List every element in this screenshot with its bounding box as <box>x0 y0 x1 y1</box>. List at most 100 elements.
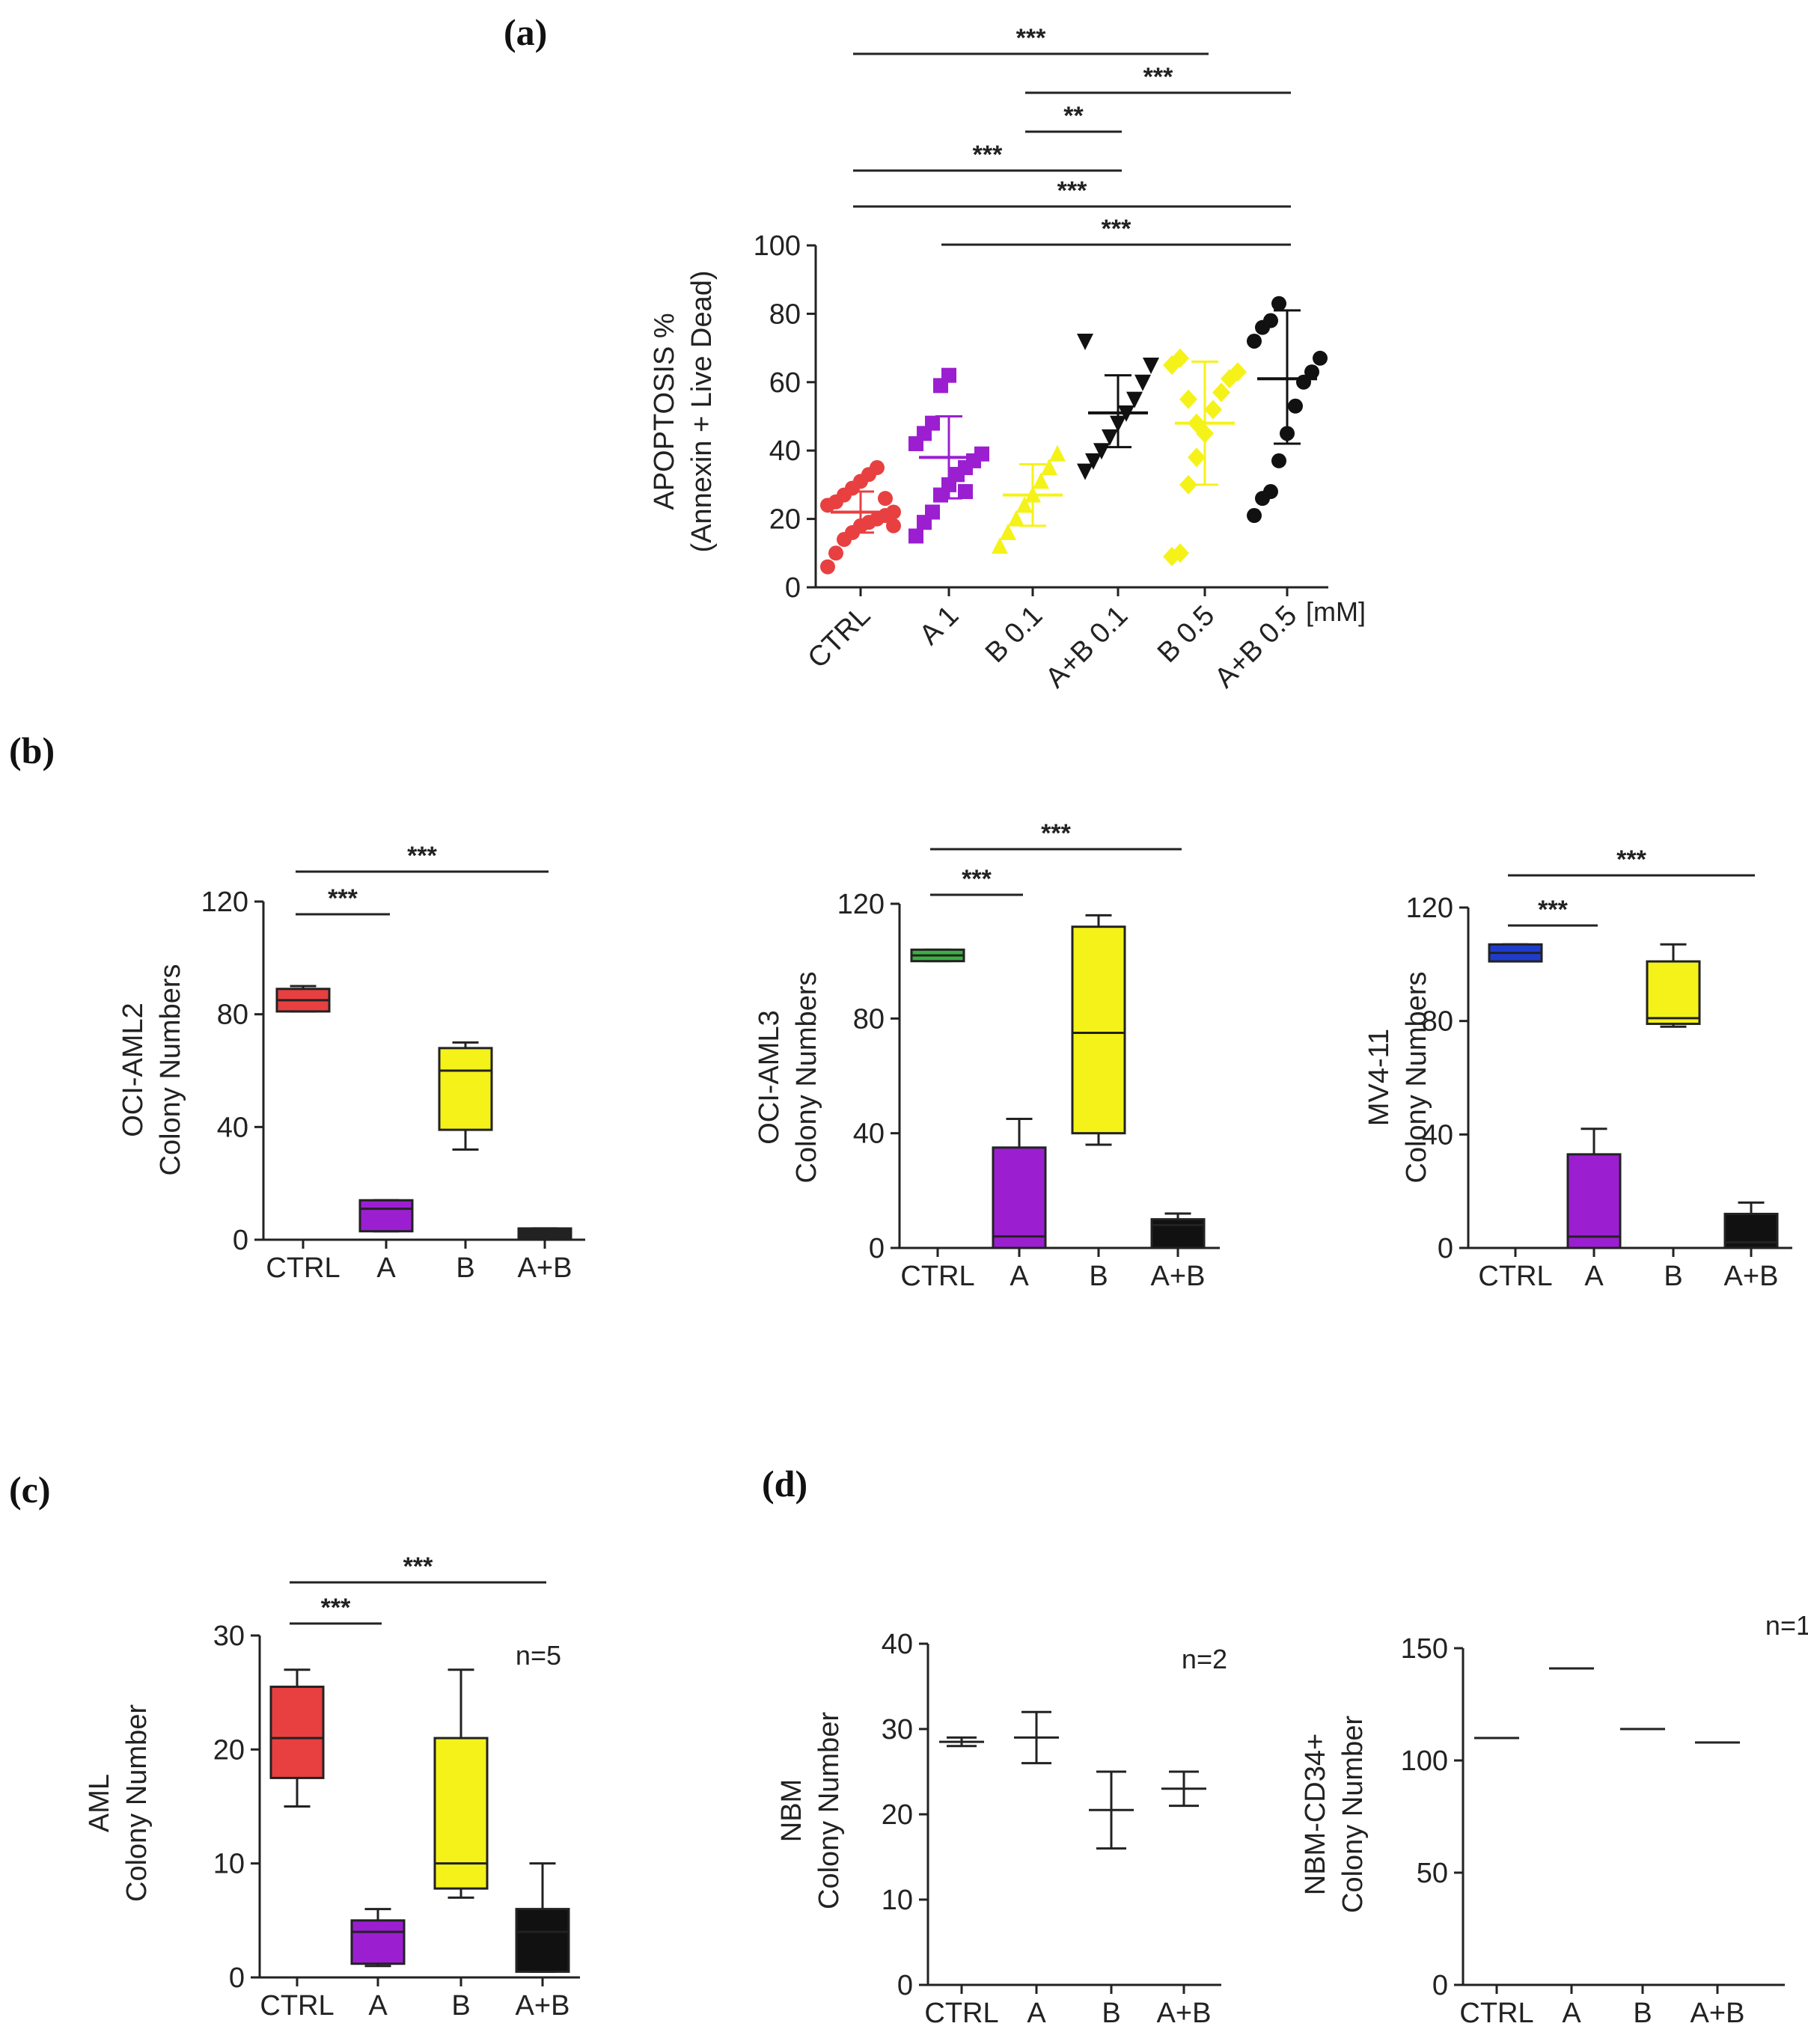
data-point <box>1313 350 1328 366</box>
y-axis-label-line2: Colony Numbers <box>155 964 186 1176</box>
y-tick-label: 30 <box>213 1621 245 1652</box>
box <box>438 1047 493 1131</box>
y-tick-label: 120 <box>837 889 885 920</box>
data-point <box>1102 429 1118 446</box>
x-tick-label: A+B <box>1724 1261 1779 1292</box>
y-axis-label: OCI-AML2 Colony Numbers <box>117 964 186 1176</box>
y-axis-label-line2: Colony Number <box>1337 1716 1369 1913</box>
data-point <box>950 467 965 483</box>
data-point <box>1288 398 1303 414</box>
box <box>1071 925 1126 1135</box>
y-tick-label: 80 <box>769 299 801 330</box>
data-point <box>1041 459 1057 476</box>
x-tick-label: B 0.1 <box>980 600 1048 669</box>
data-point <box>1126 391 1143 409</box>
x-tick-label: B <box>1633 1998 1652 2029</box>
significance-label: *** <box>1143 63 1173 91</box>
data-point <box>1179 474 1197 495</box>
data-point <box>1247 333 1262 349</box>
y-tick-label: 80 <box>853 1003 885 1035</box>
y-tick-label: 20 <box>882 1799 913 1831</box>
x-tick-label: A <box>376 1252 396 1284</box>
box <box>269 1686 325 1779</box>
chart-c: 0 10 20 30 CTRL A B A+B AML Colony Number n=5 *** **… <box>84 1552 580 2022</box>
box <box>358 1199 414 1233</box>
data-point <box>886 504 901 520</box>
y-axis-label-line2: Colony Number <box>813 1712 845 1909</box>
y-axis-label: APOPTOSIS % (Annexin + Live Dead) <box>649 270 718 552</box>
chart-d2: 0 50 100 150 CTRL A B A+B NBM-CD34+ Colony Number… <box>1300 1610 1808 2029</box>
y-tick-label: 100 <box>754 230 801 262</box>
chart-a: 0 20 40 60 80 100 CTRL A 1 B 0.1A+B 0.1 B 0.5A+B … <box>649 24 1366 694</box>
data-point <box>1049 444 1066 462</box>
data-point <box>1229 362 1247 382</box>
y-axis-label-line1: MV4-11 <box>1363 1029 1395 1126</box>
y-axis-label: MV4-11 Colony Numbers <box>1363 972 1432 1184</box>
y-axis-label: NBM Colony Number <box>776 1712 845 1909</box>
y-tick-label: 0 <box>1432 1970 1448 2001</box>
y-tick-label: 150 <box>1401 1633 1448 1665</box>
y-tick-label: 50 <box>1417 1858 1448 1889</box>
box <box>350 1919 406 1965</box>
y-tick-label: 40 <box>769 435 801 467</box>
data-point <box>1247 508 1262 524</box>
data-point <box>1171 348 1189 368</box>
y-tick-label: 120 <box>201 887 248 918</box>
data-point <box>1033 472 1049 489</box>
data-point <box>1000 523 1016 540</box>
y-axis-label: AML Colony Number <box>84 1704 153 1902</box>
y-tick-label: 0 <box>897 1970 913 2001</box>
significance-label: *** <box>321 1594 351 1622</box>
box <box>1646 960 1701 1025</box>
x-tick-label: A+B <box>1151 1261 1206 1292</box>
y-tick-label: 0 <box>869 1233 885 1264</box>
significance-label: *** <box>1102 215 1131 243</box>
data-point <box>878 491 893 507</box>
data-point <box>1134 374 1151 391</box>
y-axis-label-line2: Colony Numbers <box>791 972 822 1184</box>
data-point <box>941 367 956 383</box>
data-point <box>1204 400 1222 420</box>
x-tick-label: CTRL <box>1459 1998 1533 2029</box>
y-axis-label: NBM-CD34+ Colony Number <box>1300 1716 1369 1913</box>
y-axis-label-line1: AML <box>84 1774 115 1832</box>
chart-b2: 0 40 80 120 CTRL A B A+B OCI-AML3 Colony Numbers *… <box>754 819 1220 1292</box>
x-tick-label: A <box>1010 1261 1029 1292</box>
data-point <box>886 518 901 533</box>
x-tick-label: B <box>1664 1261 1682 1292</box>
y-tick-label: 0 <box>229 1962 245 1994</box>
data-point <box>1212 382 1230 403</box>
x-tick-label: A 1 <box>914 600 965 652</box>
chart-d1: 0 10 20 30 40 CTRL A B A+B NBM Colony Number n=2 <box>776 1629 1227 2029</box>
y-tick-label: 40 <box>1422 1119 1453 1151</box>
x-tick-label: A <box>1562 1998 1581 2029</box>
y-tick-label: 40 <box>217 1112 248 1143</box>
y-tick-label: 120 <box>1406 893 1453 924</box>
x-tick-label: B 0.5 <box>1152 600 1221 669</box>
y-tick-label: 10 <box>882 1885 913 1916</box>
data-point <box>1188 447 1206 468</box>
x-tick-label: CTRL <box>260 1990 334 2022</box>
box <box>433 1737 489 1890</box>
y-tick-label: 30 <box>882 1714 913 1745</box>
significance-label: *** <box>1057 177 1087 205</box>
x-tick-label: A+B <box>516 1990 570 2022</box>
x-tick-label: B <box>456 1252 474 1284</box>
data-point <box>1179 389 1197 409</box>
data-point <box>958 484 973 500</box>
data-point <box>1304 364 1319 380</box>
data-point <box>1016 496 1033 513</box>
y-axis-label-line2: Colony Number <box>121 1704 153 1902</box>
y-tick-label: 0 <box>1438 1233 1453 1264</box>
x-tick-label: CTRL <box>801 600 876 675</box>
x-tick-label: A+B 0.1 <box>1039 600 1134 694</box>
data-point <box>974 446 989 462</box>
data-point <box>925 504 940 520</box>
data-point <box>1077 463 1093 480</box>
data-point <box>1085 453 1102 470</box>
data-point <box>1171 543 1189 563</box>
data-point <box>820 559 835 575</box>
y-axis-label-line1: NBM-CD34+ <box>1300 1734 1331 1895</box>
panel-label-c: (c) <box>9 1469 51 1511</box>
